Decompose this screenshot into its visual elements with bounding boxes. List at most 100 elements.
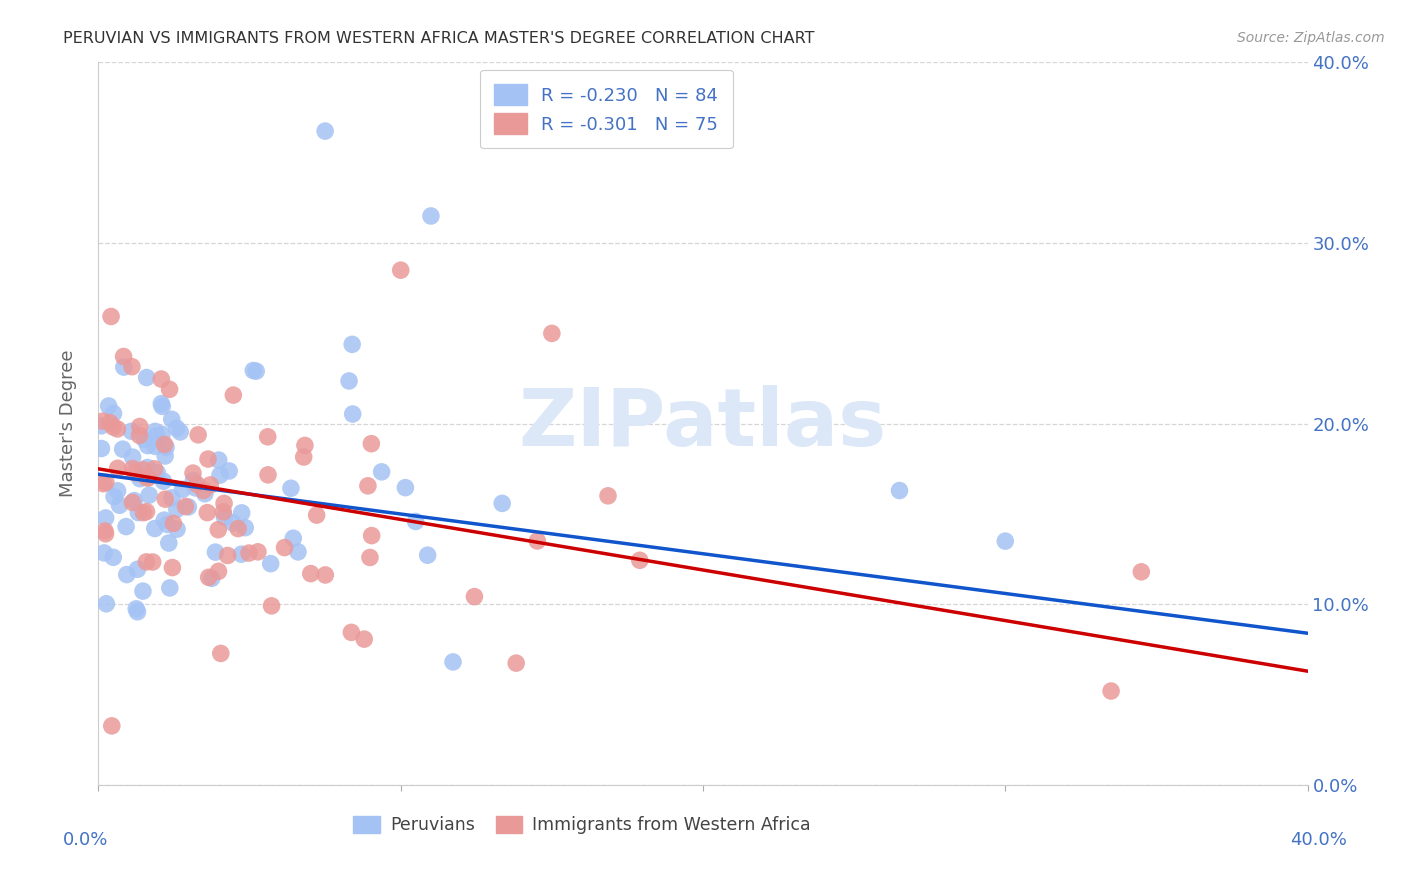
Point [195,506,218,520]
Point [150,372,173,386]
Point [112,360,135,375]
Point [135,555,157,569]
Point [256,430,278,444]
Point [166,502,188,516]
Point [143,425,166,439]
Point [245,364,267,378]
Point [283,531,305,545]
Point [305,508,328,522]
Point [156,517,179,532]
Text: ZIPatlas: ZIPatlas [519,384,887,463]
Point [596,489,619,503]
Point [98,416,121,430]
Point [94,526,117,541]
Point [194,487,217,501]
Point [121,495,143,509]
Point [207,564,229,578]
Point [135,505,157,519]
Point [121,450,143,464]
Legend: Peruvians, Immigrants from Western Africa: Peruvians, Immigrants from Western Afric… [346,809,818,841]
Point [136,460,159,475]
Point [162,516,184,531]
Point [124,466,146,480]
Point [463,590,485,604]
Text: 40.0%: 40.0% [1291,831,1347,849]
Point [121,461,143,475]
Point [187,427,209,442]
Point [132,506,155,520]
Point [155,492,177,507]
Point [184,481,207,495]
Point [96,597,118,611]
Point [1099,684,1122,698]
Point [231,547,253,561]
Point [157,536,180,550]
Point [628,553,651,567]
Point [90,418,112,433]
Point [121,425,143,439]
Point [112,350,135,364]
Point [166,522,188,536]
Point [166,421,188,435]
Point [107,483,129,498]
Point [405,515,427,529]
Point [212,496,235,510]
Point [260,599,283,613]
Point [155,440,177,454]
Text: 0.0%: 0.0% [63,831,108,849]
Point [280,481,302,495]
Point [238,546,260,560]
Point [889,483,911,498]
Point [292,450,315,464]
Point [197,570,219,584]
Point [152,474,174,488]
Point [128,419,150,434]
Point [103,490,125,504]
Point [337,374,360,388]
Point [231,506,253,520]
Point [93,546,115,560]
Point [217,549,239,563]
Point [441,655,464,669]
Point [127,562,149,576]
Point [115,519,138,533]
Point [132,463,155,477]
Point [214,510,236,524]
Point [994,534,1017,549]
Point [103,550,125,565]
Point [177,500,200,514]
Point [153,437,176,451]
Point [197,452,219,467]
Point [208,453,231,467]
Point [136,471,159,485]
Point [200,478,222,492]
Point [222,516,245,530]
Point [257,467,280,482]
Point [273,541,295,555]
Point [136,439,159,453]
Point [100,310,122,324]
Point [134,433,156,447]
Point [207,523,229,537]
Text: Source: ZipAtlas.com: Source: ZipAtlas.com [1237,31,1385,45]
Point [491,496,513,510]
Point [115,567,138,582]
Point [153,513,176,527]
Point [159,382,181,396]
Point [226,522,249,536]
Point [142,555,165,569]
Y-axis label: Master's Degree: Master's Degree [59,350,77,498]
Point [101,719,124,733]
Point [103,420,125,434]
Point [505,656,527,670]
Point [97,399,120,413]
Point [370,465,392,479]
Point [360,528,382,542]
Point [153,449,176,463]
Point [150,400,173,414]
Point [209,647,232,661]
Point [91,476,114,491]
Point [314,568,336,582]
Point [90,442,112,456]
Point [340,337,363,351]
